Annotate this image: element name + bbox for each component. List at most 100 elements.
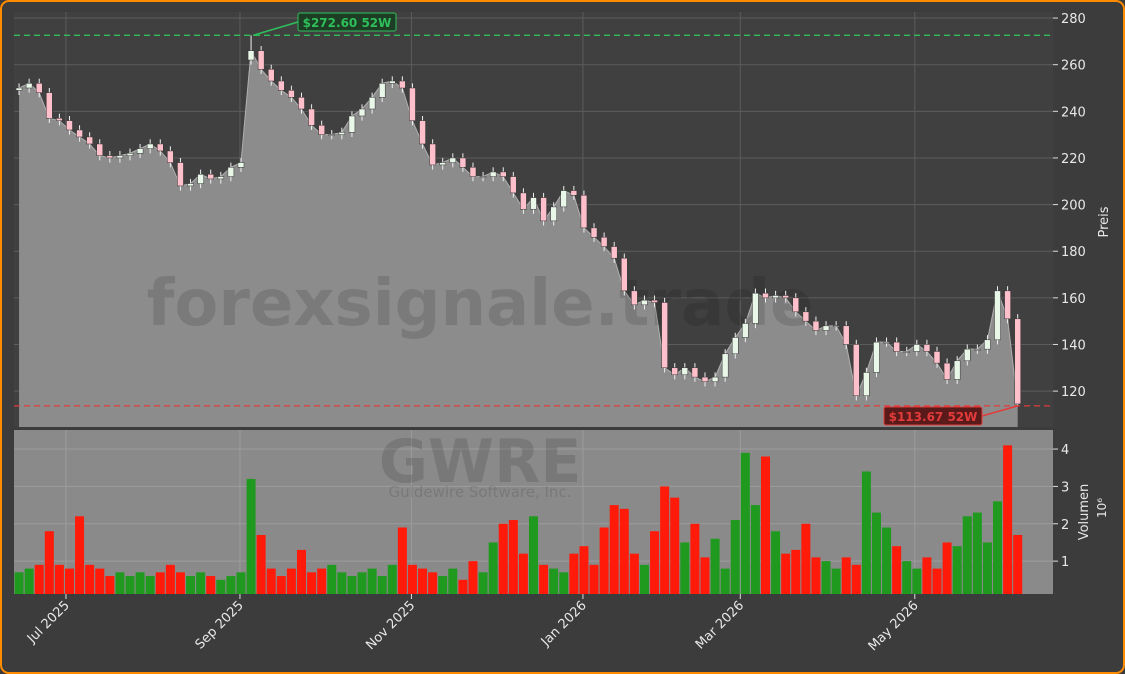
candle-body [510,176,517,194]
y-tick-label: 280 [1061,12,1086,27]
candle-body [389,80,396,84]
candle-body [187,183,194,187]
y-tick-label: 220 [1061,152,1086,167]
candle-body [933,351,941,364]
y-tick-label: 140 [1061,338,1086,353]
candle-body [479,176,487,178]
candle-body [469,167,477,177]
y-tick-label: 2 [1061,518,1069,533]
volume-bar [771,531,781,594]
watermark-ticker: GWRE [379,427,582,497]
volume-bar [327,564,337,594]
candle-body [742,323,749,338]
candle-body [449,157,457,163]
annotation-arrow [252,21,299,37]
volume-bar [44,531,54,594]
volume-bar [105,576,115,594]
candle-body [994,290,1001,341]
volume-bar [256,534,266,594]
volume-bar [740,452,750,594]
candle-body [631,290,638,306]
volume-bar [196,572,206,594]
candle-body [278,80,285,91]
volume-bar [1013,534,1023,594]
candle-body [167,150,174,163]
volume-bar [629,553,639,594]
candle-body [76,129,83,138]
volume-bar [347,576,357,594]
volume-bar [902,561,912,594]
candle-body [964,348,971,362]
candle-body [651,299,658,303]
candle-body [489,171,497,177]
candle-body [318,125,325,135]
candle-body [368,97,376,110]
y-axis-label: Preis [1097,206,1112,237]
volume-bar [438,576,448,594]
candle-body [984,339,991,350]
candle-body [923,344,931,352]
y-tick-label: 3 [1061,480,1069,495]
volume-bar [851,564,861,594]
candle-body [913,344,921,352]
candle-body [842,325,850,345]
close-line [18,49,1019,404]
candle-body [641,299,648,306]
y-tick-label: 1 [1061,555,1069,570]
volume-bar [246,478,256,594]
volume-bar [115,572,125,594]
candle-body [86,136,93,145]
candle-body [600,236,608,247]
candle-body [227,167,235,177]
candle-body [247,50,255,61]
volume-bar [397,527,407,594]
volume-bar [559,572,569,594]
volume-bar [972,512,982,594]
volume-bar [236,572,246,594]
candle-body [257,50,265,70]
volume-bar [549,568,559,594]
volume-bar [85,564,95,594]
candle-body [459,157,467,168]
candle-body [348,115,356,133]
candle-body [883,341,890,344]
candle-body [772,295,779,299]
volume-bar [95,568,105,594]
candle-body [237,162,245,168]
candle-body [530,197,537,210]
candle-body [610,246,618,259]
candle-body [429,143,436,166]
volume-bar [357,572,367,594]
candle-body [560,190,568,208]
watermark-company: Guidewire Software, Inc. [389,483,572,501]
candle-body [863,372,870,397]
volume-bar [761,456,771,594]
volume-bar [418,568,428,594]
volume-bar [54,564,64,594]
volume-bar [135,572,145,594]
volume-bar [226,576,236,594]
y-tick-label: 240 [1061,105,1086,120]
candle-body [106,155,114,159]
candle-body [721,353,729,378]
candle-body [621,257,628,292]
candle-body [520,192,527,210]
offset-label: 10⁶ [1095,498,1109,518]
y-tick-label: 200 [1061,199,1086,214]
volume-bar [781,553,791,594]
volume-bar [821,561,831,594]
volume-bar [276,576,286,594]
volume-bar [407,564,417,594]
candle-body [15,87,23,91]
candle-body [580,195,588,229]
volume-bar [912,568,922,594]
candle-body [1014,318,1021,405]
volume-bar [175,572,185,594]
volume-bar [266,568,276,594]
candle-body [126,153,134,156]
candle-body [177,162,184,187]
volume-bar [377,576,387,594]
volume-bar [307,572,317,594]
annotation-box [883,406,983,426]
